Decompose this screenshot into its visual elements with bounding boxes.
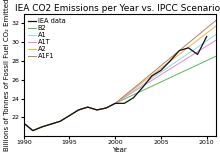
Y-axis label: Billions of Tonnes of Fossil Fuel CO₂ Emitted: Billions of Tonnes of Fossil Fuel CO₂ Em…: [4, 0, 10, 151]
Title: IEA CO2 Emissions per Year vs. IPCC Scenarios: IEA CO2 Emissions per Year vs. IPCC Scen…: [15, 4, 220, 13]
X-axis label: Year: Year: [112, 147, 127, 153]
Legend: IEA data, B2, A1, A1T, A2, A1F1: IEA data, B2, A1, A1T, A2, A1F1: [27, 17, 66, 60]
